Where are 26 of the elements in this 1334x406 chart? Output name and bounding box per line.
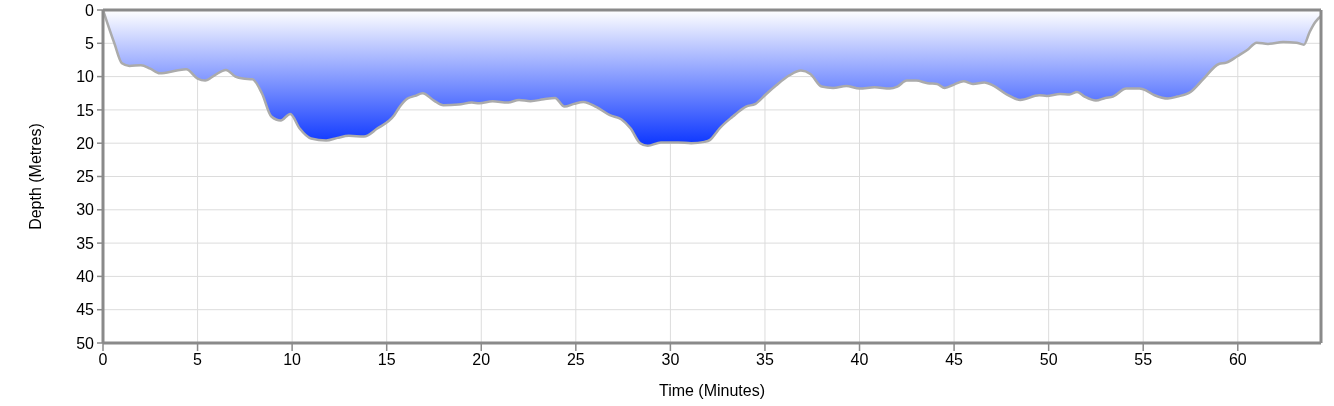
y-tick-label: 45 bbox=[76, 301, 95, 319]
y-tick-label: 30 bbox=[76, 201, 95, 219]
x-tick-label: 5 bbox=[193, 351, 203, 369]
x-tick-label: 45 bbox=[945, 351, 964, 369]
x-tick-label: 50 bbox=[1039, 351, 1058, 369]
x-tick-label: 60 bbox=[1228, 351, 1247, 369]
y-tick-label: 15 bbox=[76, 101, 95, 119]
y-tick-label: 20 bbox=[76, 134, 95, 152]
x-axis-title: Time (Minutes) bbox=[658, 382, 766, 399]
y-tick-label: 10 bbox=[76, 68, 95, 86]
x-tick-label: 55 bbox=[1134, 351, 1153, 369]
x-tick-label: 40 bbox=[850, 351, 869, 369]
y-tick-label: 25 bbox=[76, 168, 95, 186]
x-tick-label: 0 bbox=[98, 351, 108, 369]
x-tick-label: 15 bbox=[377, 351, 396, 369]
x-tick-label: 10 bbox=[283, 351, 302, 369]
y-tick-label: 35 bbox=[76, 234, 95, 252]
y-tick-label: 40 bbox=[76, 268, 95, 286]
y-tick-label: 0 bbox=[85, 1, 95, 19]
x-tick-label: 25 bbox=[566, 351, 585, 369]
x-tick-label: 30 bbox=[661, 351, 680, 369]
x-tick-label: 35 bbox=[756, 351, 774, 369]
y-tick-label: 5 bbox=[85, 34, 95, 52]
x-tick-label: 20 bbox=[472, 351, 491, 369]
y-axis-title: Depth (Metres) bbox=[26, 123, 44, 230]
y-tick-label: 50 bbox=[76, 334, 95, 352]
